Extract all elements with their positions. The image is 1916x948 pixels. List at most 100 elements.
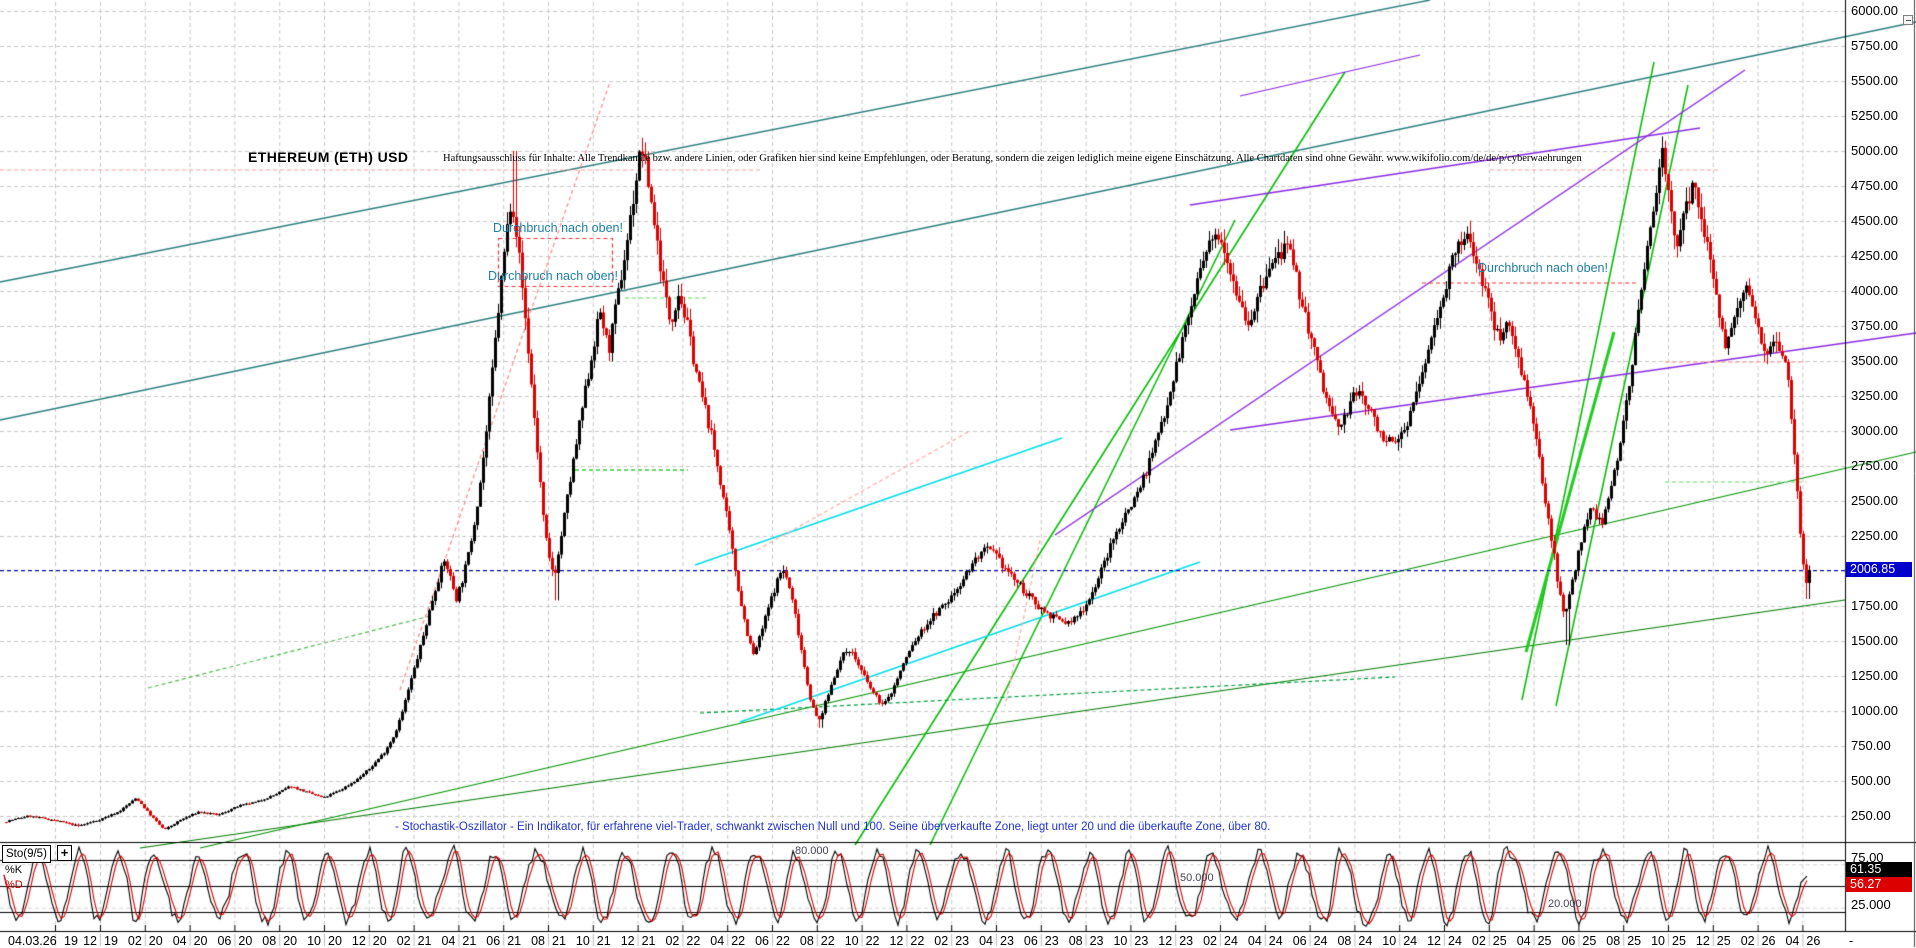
x-axis-label: 19 <box>64 934 78 948</box>
disclaimer-text: Haftungsausschluss für Inhalte: Alle Tre… <box>443 153 1582 164</box>
x-axis-label: 24 <box>1448 934 1462 948</box>
x-axis-label: 19 <box>104 934 118 948</box>
x-axis-label: 22 <box>910 934 925 948</box>
annotation-breakout-1: Durchbruch nach oben! <box>493 221 623 235</box>
x-axis-label: 24 <box>1224 934 1238 948</box>
x-axis-label: 26 <box>1761 934 1776 948</box>
x-axis-label: 10 <box>1651 934 1665 948</box>
x-axis-label: 02 <box>1740 934 1755 948</box>
x-axis-label: 21 <box>507 934 522 948</box>
y-axis-label: 500.00 <box>1851 773 1891 788</box>
x-axis-label: 24 <box>1403 934 1418 948</box>
x-axis-label: 12 <box>889 934 904 948</box>
x-axis-label: 06 <box>217 934 232 948</box>
y-axis-label: 3500.00 <box>1851 353 1898 368</box>
x-axis-label: 22 <box>731 934 746 948</box>
x-axis-label: 23 <box>1134 934 1149 948</box>
x-axis-label: 20 <box>328 934 342 948</box>
annotation-breakout-2: Durchbruch nach oben! <box>488 269 618 283</box>
y-axis-label: 5250.00 <box>1851 108 1898 123</box>
oscillator-axis-75: 75.00 <box>1851 850 1884 865</box>
x-axis-label: 23 <box>1089 934 1104 948</box>
x-axis-label: 04 <box>1785 934 1800 948</box>
x-axis-label: 08 <box>262 934 277 948</box>
x-axis-label: 04 <box>172 934 187 948</box>
x-axis-label: 25 <box>1716 934 1731 948</box>
collapse-panel-icon[interactable] <box>1903 15 1913 25</box>
y-axis-label: 4250.00 <box>1851 248 1898 263</box>
x-axis-label: 10 <box>575 934 590 948</box>
oscillator-level-20-label: 20.000 <box>1548 898 1582 910</box>
x-axis-label: 24 <box>1268 934 1283 948</box>
x-axis-label: 22 <box>776 934 790 948</box>
x-axis-label: 25 <box>1537 934 1552 948</box>
add-indicator-button[interactable]: + <box>57 845 72 861</box>
oscillator-level-50-label: 50.000 <box>1180 872 1214 884</box>
x-axis-label: 04.03.26 <box>8 934 57 948</box>
chart-title: ETHEREUM (ETH) USD <box>248 149 409 165</box>
y-axis-label: 4500.00 <box>1851 213 1898 228</box>
x-axis-label: 12 <box>83 934 97 948</box>
y-axis-label: 1500.00 <box>1851 633 1898 648</box>
x-axis-label: 12 <box>620 934 635 948</box>
oscillator-axis-25: 25.000 <box>1851 897 1891 912</box>
x-axis-label: 06 <box>1023 934 1038 948</box>
x-axis-label: 12 <box>1427 934 1441 948</box>
x-axis-label: 24 <box>1313 934 1328 948</box>
x-axis-label: 22 <box>686 934 701 948</box>
x-axis-label: 20 <box>238 934 253 948</box>
y-axis-label: 3000.00 <box>1851 423 1898 438</box>
x-axis-label: 10 <box>1382 934 1397 948</box>
y-axis-label: 250.00 <box>1851 808 1891 823</box>
y-axis-label: 4750.00 <box>1851 178 1898 193</box>
x-axis-label: 02 <box>934 934 949 948</box>
x-axis-label: 25 <box>1627 934 1642 948</box>
x-axis-label: 20 <box>193 934 208 948</box>
x-axis-label: 06 <box>486 934 501 948</box>
y-axis-label: 750.00 <box>1851 738 1891 753</box>
x-axis-label: 21 <box>552 934 566 948</box>
stochastic-d-badge: 56.27 <box>1846 877 1912 892</box>
x-axis-label: 25 <box>1672 934 1686 948</box>
x-axis-label: 12 <box>1158 934 1173 948</box>
current-price-badge: 2006.85 <box>1846 562 1912 577</box>
x-axis-label: 02 <box>1203 934 1217 948</box>
x-axis-label: 08 <box>1337 934 1352 948</box>
x-axis-label: 21 <box>596 934 611 948</box>
y-axis-label: 2750.00 <box>1851 458 1898 473</box>
x-axis-label: 08 <box>1068 934 1083 948</box>
x-axis-label: 22 <box>865 934 880 948</box>
x-axis-label: 25 <box>1582 934 1597 948</box>
y-axis-label: 2500.00 <box>1851 493 1898 508</box>
y-axis-label: 1250.00 <box>1851 668 1898 683</box>
x-axis-label: 23 <box>955 934 970 948</box>
x-axis-label: 04 <box>979 934 993 948</box>
x-axis-label: 02 <box>127 934 142 948</box>
x-axis-label: 10 <box>1113 934 1128 948</box>
x-axis-label: 21 <box>462 934 477 948</box>
x-axis-label: 08 <box>1606 934 1621 948</box>
y-axis-label: 5750.00 <box>1851 38 1898 53</box>
x-axis-label: 10 <box>844 934 859 948</box>
annotation-breakout-3: Durchbruch nach oben! <box>1478 261 1608 275</box>
indicator-label-button[interactable]: Sto(9/5) <box>2 845 51 863</box>
y-axis-label: 3750.00 <box>1851 318 1898 333</box>
x-axis-label: 20 <box>283 934 298 948</box>
y-axis-label: 1000.00 <box>1851 703 1898 718</box>
x-axis-label: 21 <box>417 934 432 948</box>
y-axis-label: 6000.00 <box>1851 3 1898 18</box>
x-axis-label: 02 <box>665 934 680 948</box>
x-axis-label: 22 <box>820 934 835 948</box>
y-axis-label: 3250.00 <box>1851 388 1898 403</box>
x-axis-label: 06 <box>1561 934 1576 948</box>
x-axis-label: 06 <box>755 934 769 948</box>
x-axis-label: 04 <box>710 934 725 948</box>
x-axis-label: 12 <box>1695 934 1710 948</box>
y-axis-label: 4000.00 <box>1851 283 1898 298</box>
k-line-label: %K <box>5 864 23 876</box>
x-axis-label: 10 <box>307 934 321 948</box>
y-axis-label: 2250.00 <box>1851 528 1898 543</box>
y-axis-label: 5000.00 <box>1851 143 1898 158</box>
x-axis-label: 12 <box>351 934 366 948</box>
